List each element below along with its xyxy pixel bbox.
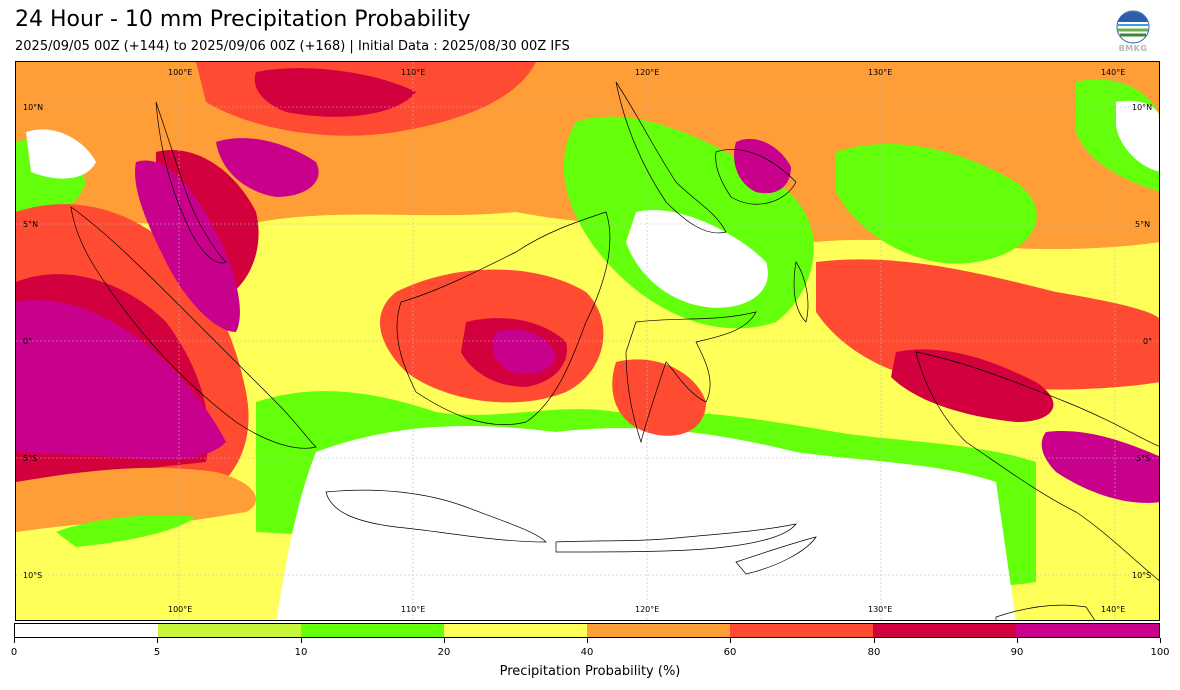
coast-nusa-tenggara [555, 523, 797, 553]
field-white-nw [26, 129, 96, 179]
field-magenta-png [1041, 431, 1159, 503]
lon-label-top-100: 100°E [168, 68, 193, 77]
colorbar-segment [1016, 624, 1159, 637]
colorbar-tick-label: 5 [153, 647, 161, 658]
colorbar-tick-label: 80 [867, 647, 881, 658]
colorbar-tick-mark [14, 638, 15, 643]
coast-borneo [396, 211, 611, 425]
coast-halmahera [793, 261, 809, 323]
field-white-south [276, 426, 1016, 620]
coast-java [325, 489, 547, 543]
lat-label-right-10n: 10°N [1132, 103, 1153, 112]
colorbar-label: Precipitation Probability (%) [499, 664, 681, 679]
lon-label-bottom-140: 140°E [1101, 605, 1126, 614]
coast-mindanao [715, 149, 797, 205]
coast-philippines [615, 81, 727, 234]
field-green-2 [836, 143, 1037, 264]
colorbar-tick-mark [587, 638, 588, 643]
colorbar-tick-label: 20 [437, 647, 451, 658]
precipitation-map: 100°E 110°E 120°E 130°E 140°E 100°E 110°… [15, 61, 1160, 621]
colorbar-segment [730, 624, 873, 637]
coast-timor [735, 536, 817, 575]
colorbar-segment [587, 624, 730, 637]
map-subtitle: 2025/09/05 00Z (+144) to 2025/09/06 00Z … [15, 39, 570, 54]
logo-text: BMKG [1118, 44, 1148, 53]
colorbar-tick-mark [444, 638, 445, 643]
colorbar-tick-label: 10 [294, 647, 308, 658]
colorbar-tick-mark [1017, 638, 1018, 643]
lat-label-left-10n: 10°N [23, 103, 44, 112]
lon-label-top-120: 120°E [635, 68, 660, 77]
lon-label-bottom-100: 100°E [168, 605, 193, 614]
lon-label-top-140: 140°E [1101, 68, 1126, 77]
lat-label-left-10s: 10°S [23, 571, 43, 580]
colorbar-tick-label: 0 [10, 647, 18, 658]
field-magenta-w [16, 300, 226, 460]
field-magenta-phil [734, 138, 791, 194]
field-white-north [626, 210, 768, 308]
lon-label-top-110: 110°E [401, 68, 426, 77]
bmkg-logo: BMKG [1114, 10, 1152, 56]
coast-sumatra [70, 206, 317, 449]
colorbar-tick-label: 100 [1150, 647, 1170, 658]
colorbar-segment [301, 624, 444, 637]
colorbar-tick-label: 40 [580, 647, 594, 658]
coastlines [70, 81, 1159, 620]
colorbar-tick-label: 60 [723, 647, 737, 658]
colorbar-segment [444, 624, 587, 637]
lat-label-left-5s: 5°S [23, 454, 38, 463]
map-canvas [16, 62, 1159, 620]
colorbar-tick-mark [730, 638, 731, 643]
lat-label-right-0: 0° [1143, 337, 1153, 346]
field-magenta-sumatra [135, 160, 240, 332]
bmkg-logo-icon [1116, 10, 1150, 44]
field-sw-green [56, 515, 196, 547]
colorbar-tick-mark [874, 638, 875, 643]
lat-label-left-0: 0° [23, 337, 33, 346]
coast-australia [995, 604, 1096, 620]
colorbar-tick-mark [1160, 638, 1161, 643]
map-title: 24 Hour - 10 mm Precipitation Probabilit… [15, 7, 471, 32]
coast-papua [915, 351, 1159, 581]
colorbar-segment [15, 624, 158, 637]
coast-malay [155, 101, 227, 264]
lat-label-left-5n: 5°N [23, 220, 39, 229]
coast-sulawesi [625, 311, 757, 444]
lon-label-top-130: 130°E [868, 68, 893, 77]
lat-label-right-10s: 10°S [1132, 571, 1152, 580]
colorbar-tick-label: 90 [1010, 647, 1024, 658]
colorbar-tick-mark [301, 638, 302, 643]
field-white-ne [1116, 100, 1159, 172]
lat-label-right-5s: 5°S [1136, 454, 1151, 463]
lat-label-right-5n: 5°N [1135, 220, 1151, 229]
colorbar-segment [158, 624, 301, 637]
colorbar [14, 623, 1160, 638]
field-red-sulawesi [612, 359, 706, 436]
colorbar-tick-mark [157, 638, 158, 643]
lon-label-bottom-110: 110°E [401, 605, 426, 614]
lon-label-bottom-120: 120°E [635, 605, 660, 614]
field-sw-orange [16, 467, 256, 542]
lon-label-bottom-130: 130°E [868, 605, 893, 614]
field-magenta-n [216, 138, 319, 197]
field-crimson-png [891, 349, 1054, 422]
field-magenta-c [492, 329, 556, 374]
map-graticule [16, 62, 1159, 620]
field-crimson-n [254, 68, 416, 117]
colorbar-segment [873, 624, 1016, 637]
